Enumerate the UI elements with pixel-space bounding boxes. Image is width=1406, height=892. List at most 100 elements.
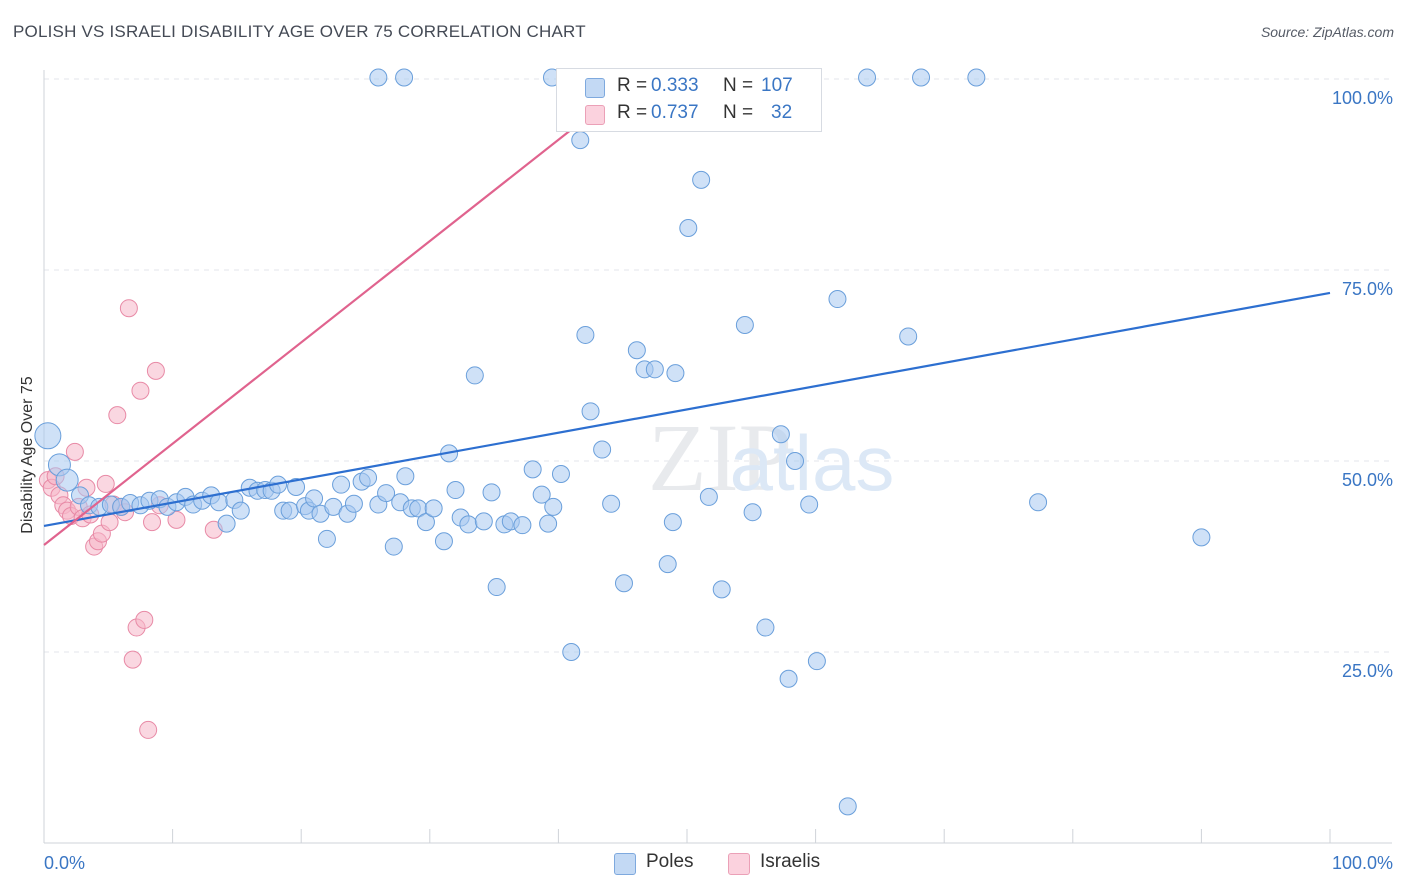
israelis-point: [131, 381, 150, 400]
poles-point: [1192, 528, 1211, 547]
poles-point: [416, 513, 435, 532]
series-legend: Poles Israelis: [0, 851, 1406, 877]
correlation-legend: R = 0.333 N = 107 R = 0.737 N = 32: [556, 68, 822, 132]
poles-point: [539, 514, 558, 533]
poles-point: [523, 460, 542, 479]
poles-point: [779, 669, 798, 688]
poles-point: [967, 68, 986, 87]
poles-point: [280, 501, 299, 520]
grid-lines: [44, 78, 1392, 653]
legend-n-value: 107: [761, 75, 793, 96]
israelis-point: [108, 406, 127, 425]
watermark-atlas: atlas: [730, 419, 895, 507]
poles-point: [231, 501, 250, 520]
tick-labels: 25.0% 50.0% 75.0% 100.0% 0.0% 100.0%: [44, 88, 1393, 873]
series-label-israelis: Israelis: [760, 851, 821, 872]
poles-point: [771, 425, 790, 444]
poles-point: [576, 325, 595, 344]
poles-point: [912, 68, 931, 87]
trend-lines: [43, 78, 1331, 546]
israelis-point: [65, 442, 84, 461]
israelis-trend-line: [43, 78, 637, 546]
poles-point: [384, 537, 403, 556]
poles-point: [465, 366, 484, 385]
legend-r-value: 0.333: [651, 75, 699, 96]
poles-point: [369, 68, 388, 87]
poles-point: [482, 483, 501, 502]
poles-point: [666, 364, 685, 383]
poles-point: [645, 360, 664, 379]
poles-point: [532, 485, 551, 504]
poles-point: [459, 515, 478, 534]
legend-swatch-poles: [585, 78, 605, 98]
israelis-point: [119, 299, 138, 318]
poles-point: [699, 487, 718, 506]
poles-point: [396, 467, 415, 486]
legend-row-israelis: R = 0.737 N = 32: [557, 100, 821, 128]
legend-swatch-israelis: [585, 105, 605, 125]
poles-point: [581, 402, 600, 421]
poles-point: [800, 495, 819, 514]
poles-point: [743, 503, 762, 522]
poles-point: [627, 341, 646, 360]
x-tick-label: 100.0%: [1332, 853, 1393, 873]
israelis-point: [139, 720, 158, 739]
legend-n-label: N =: [723, 75, 754, 96]
poles-point: [287, 477, 306, 496]
poles-point: [434, 532, 453, 551]
poles-point: [735, 316, 754, 335]
poles-point: [614, 574, 633, 593]
x-tick-label: 0.0%: [44, 853, 85, 873]
poles-point: [34, 422, 62, 450]
israelis-point: [143, 513, 162, 532]
israelis-point: [146, 361, 165, 380]
poles-point: [593, 440, 612, 459]
legend-n-value: 32: [771, 102, 793, 123]
poles-point: [658, 555, 677, 574]
poles-point: [838, 797, 857, 816]
poles-point: [332, 475, 351, 494]
poles-point: [359, 468, 378, 487]
poles-point: [317, 529, 336, 548]
y-tick-label: 25.0%: [1342, 661, 1393, 681]
series-label-poles: Poles: [646, 851, 694, 872]
y-tick-label: 50.0%: [1342, 470, 1393, 490]
poles-point: [395, 68, 414, 87]
poles-point: [562, 643, 581, 661]
poles-trend-line: [43, 291, 1331, 528]
legend-row-poles: R = 0.333 N = 107: [557, 73, 821, 101]
poles-point: [679, 218, 698, 237]
israelis-point: [96, 474, 115, 493]
y-tick-label: 100.0%: [1332, 88, 1393, 108]
israelis-point: [135, 610, 154, 629]
poles-point: [55, 468, 79, 492]
poles-point: [544, 497, 563, 516]
legend-r-label: R =: [617, 75, 648, 96]
poles-points: [34, 68, 1211, 816]
poles-point: [602, 494, 621, 513]
poles-point: [1029, 493, 1048, 512]
poles-point: [446, 481, 465, 500]
israelis-point: [167, 510, 186, 529]
poles-point: [828, 290, 847, 309]
poles-point: [513, 516, 532, 535]
poles-point: [474, 512, 493, 531]
poles-point: [377, 484, 396, 503]
poles-point: [663, 513, 682, 532]
watermark-zip: ZIP: [648, 404, 792, 511]
legend-n-label: N =: [723, 102, 754, 123]
poles-point: [217, 514, 236, 533]
poles-point: [899, 327, 918, 346]
axes: [43, 70, 1392, 844]
poles-point: [344, 494, 363, 513]
legend-r-value: 0.737: [651, 102, 699, 123]
poles-point: [305, 489, 324, 508]
israelis-points: [38, 299, 223, 739]
y-axis-label: Disability Age Over 75: [19, 376, 36, 534]
series-swatch-poles: [614, 853, 636, 875]
poles-point: [756, 618, 775, 637]
y-tick-label: 75.0%: [1342, 279, 1393, 299]
legend-r-label: R =: [617, 102, 648, 123]
poles-point: [692, 170, 711, 189]
